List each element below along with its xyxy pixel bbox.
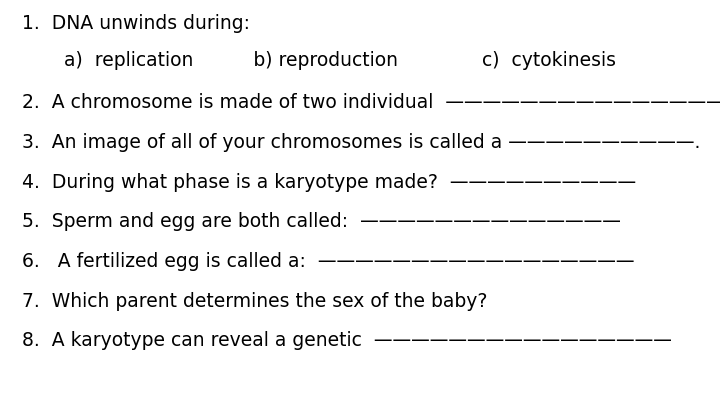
Text: 3.  An image of all of your chromosomes is called a ——————————.: 3. An image of all of your chromosomes i… [22,133,700,152]
Text: 8.  A karyotype can reveal a genetic  ————————————————: 8. A karyotype can reveal a genetic ————… [22,331,672,350]
Text: 4.  During what phase is a karyotype made?  ——————————: 4. During what phase is a karyotype made… [22,173,636,192]
Text: 6.   A fertilized egg is called a:  —————————————————: 6. A fertilized egg is called a: ———————… [22,252,634,271]
Text: a)  replication          b) reproduction              c)  cytokinesis: a) replication b) reproduction c) cytoki… [22,51,616,70]
Text: 2.  A chromosome is made of two individual  ———————————————: 2. A chromosome is made of two individua… [22,93,720,112]
Text: 7.  Which parent determines the sex of the baby?: 7. Which parent determines the sex of th… [22,292,487,311]
Text: 1.  DNA unwinds during:: 1. DNA unwinds during: [22,14,250,33]
Text: 5.  Sperm and egg are both called:  ——————————————: 5. Sperm and egg are both called: ——————… [22,212,621,231]
